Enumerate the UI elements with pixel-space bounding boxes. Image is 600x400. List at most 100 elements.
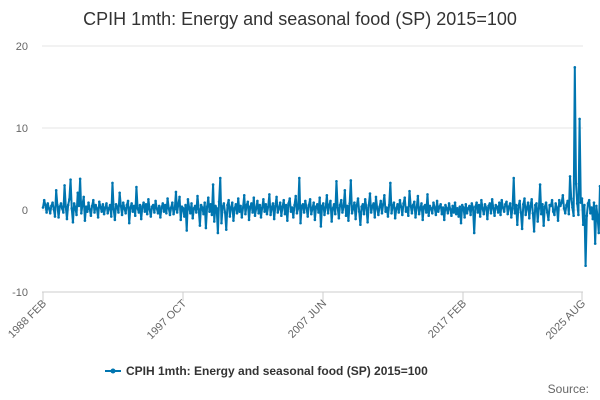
data-point[interactable] [214,204,217,208]
data-point[interactable] [505,200,508,204]
data-point[interactable] [528,216,531,220]
data-point[interactable] [454,212,458,216]
data-point[interactable] [136,207,139,210]
data-point[interactable] [240,216,244,219]
data-point[interactable] [159,216,162,219]
data-point[interactable] [179,218,183,222]
data-point[interactable] [193,204,197,208]
data-point[interactable] [302,211,306,214]
data-point[interactable] [312,201,316,204]
data-point[interactable] [157,204,161,208]
data-point[interactable] [450,214,453,218]
data-point[interactable] [591,217,595,221]
data-point[interactable] [335,180,338,183]
data-point[interactable] [168,213,172,217]
data-point[interactable] [235,211,239,215]
data-point[interactable] [307,203,311,207]
data-point[interactable] [95,207,99,210]
data-point[interactable] [166,197,169,200]
data-point[interactable] [292,216,295,219]
data-point[interactable] [262,198,265,201]
data-point[interactable] [126,199,130,203]
data-point[interactable] [426,193,429,196]
data-point[interactable] [103,206,107,209]
data-point[interactable] [329,199,332,203]
data-point[interactable] [330,220,333,223]
data-point[interactable] [250,202,253,205]
data-point[interactable] [397,211,401,214]
data-point[interactable] [441,206,445,209]
data-point[interactable] [321,202,325,205]
data-point[interactable] [538,183,542,186]
data-point[interactable] [318,196,321,199]
data-point[interactable] [317,211,320,214]
data-point[interactable] [396,202,399,206]
data-point[interactable] [587,198,591,202]
data-point[interactable] [175,211,179,214]
data-point[interactable] [574,182,578,186]
data-point[interactable] [311,207,314,210]
data-point[interactable] [414,216,417,219]
data-point[interactable] [98,200,101,204]
data-point[interactable] [357,210,361,213]
data-point[interactable] [383,193,386,197]
data-point[interactable] [549,204,553,208]
data-point[interactable] [265,212,269,216]
data-point[interactable] [584,264,587,268]
data-point[interactable] [525,206,529,209]
data-point[interactable] [185,229,189,232]
data-point[interactable] [360,205,363,209]
data-point[interactable] [107,207,111,210]
data-point[interactable] [362,212,366,216]
data-point[interactable] [313,218,317,222]
data-point[interactable] [148,207,151,211]
data-point[interactable] [258,203,262,207]
data-point[interactable] [359,223,362,227]
data-point[interactable] [378,205,381,209]
data-point[interactable] [519,211,523,214]
data-point[interactable] [315,202,319,206]
data-point[interactable] [263,210,266,213]
source-credit[interactable]: Source: [548,382,589,396]
data-point[interactable] [132,204,136,208]
data-point[interactable] [563,211,567,215]
data-point[interactable] [153,211,156,214]
data-point[interactable] [573,66,577,69]
data-point[interactable] [413,200,416,204]
data-point[interactable] [74,206,77,209]
data-point[interactable] [516,223,519,227]
data-point[interactable] [583,203,586,207]
data-point[interactable] [89,214,93,218]
data-point[interactable] [377,213,380,217]
data-point[interactable] [385,206,389,209]
data-point[interactable] [499,213,502,217]
data-point[interactable] [508,202,512,205]
data-point[interactable] [102,212,106,216]
data-point[interactable] [556,219,560,222]
data-point[interactable] [562,207,566,210]
data-point[interactable] [88,207,92,211]
data-point[interactable] [251,211,254,214]
data-point[interactable] [446,211,450,215]
data-point[interactable] [337,216,341,220]
data-point[interactable] [268,193,271,196]
data-point[interactable] [363,198,367,201]
data-point[interactable] [77,204,81,208]
data-point[interactable] [586,202,590,205]
data-point[interactable] [203,201,206,204]
data-point[interactable] [466,207,470,210]
data-point[interactable] [595,204,598,208]
data-point[interactable] [407,214,410,218]
data-point[interactable] [282,198,286,202]
data-point[interactable] [59,202,63,205]
data-point[interactable] [341,211,344,214]
data-point[interactable] [325,193,329,197]
data-point[interactable] [464,202,468,206]
data-point[interactable] [530,198,533,201]
data-point[interactable] [488,202,492,205]
data-point[interactable] [410,211,414,215]
data-point[interactable] [149,215,153,218]
data-point[interactable] [498,201,501,204]
data-point[interactable] [127,221,131,225]
data-point[interactable] [436,210,440,213]
